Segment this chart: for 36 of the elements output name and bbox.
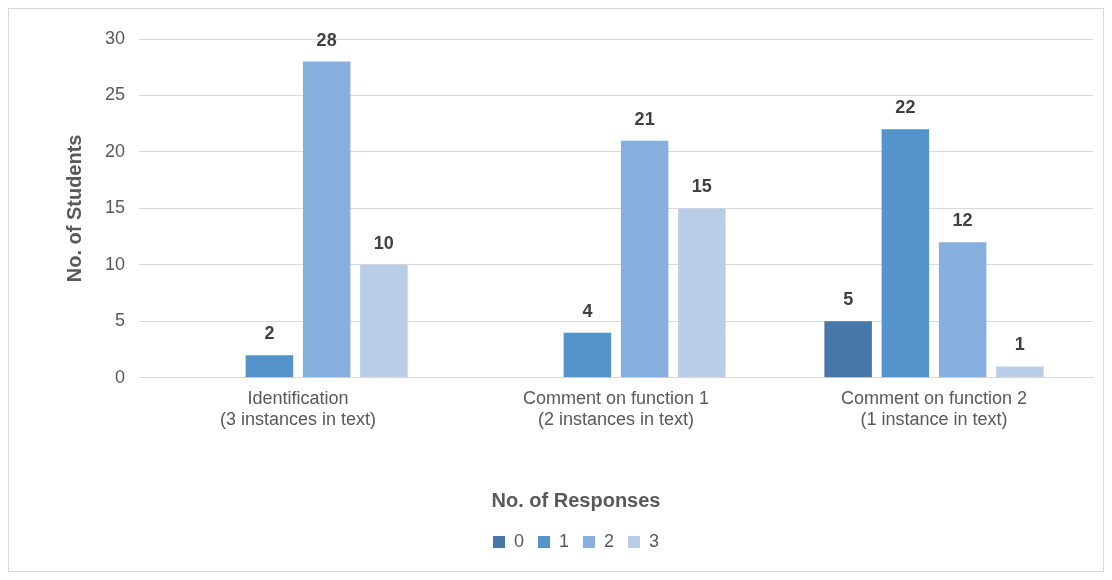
x-tick-label: Identification (3 instances in text)	[219, 387, 377, 430]
y-tick-label: 20	[104, 140, 126, 161]
data-label: 5	[843, 289, 854, 310]
data-label: 15	[691, 176, 712, 197]
legend-label: 1	[558, 530, 569, 551]
bar	[620, 140, 669, 378]
data-label: 1	[1014, 334, 1025, 355]
data-label: 28	[316, 29, 337, 50]
bar	[938, 242, 987, 378]
y-axis-title: No. of Students	[62, 134, 85, 283]
data-label: 21	[634, 108, 655, 129]
data-label: 22	[895, 97, 916, 118]
data-label: 2	[264, 323, 275, 344]
x-tick-label: Comment on function 1 (2 instances in text)	[522, 387, 710, 430]
y-tick-label: 10	[104, 253, 126, 274]
data-label: 10	[373, 232, 394, 253]
bar	[996, 366, 1044, 378]
legend-title: No. of Responses	[491, 488, 661, 511]
data-label: 4	[582, 300, 593, 321]
x-tick-label: Comment on function 2 (1 instance in text)	[840, 387, 1028, 430]
bar	[678, 208, 726, 378]
y-tick-label: 25	[104, 84, 126, 105]
y-tick-label: 0	[115, 366, 126, 387]
bar	[563, 332, 612, 378]
y-tick-label: 5	[115, 310, 126, 331]
bar	[245, 355, 294, 378]
bar	[824, 321, 872, 378]
bar	[302, 61, 351, 378]
bar	[360, 264, 408, 378]
bar	[881, 129, 930, 378]
legend-label: 0	[513, 530, 524, 551]
legend-label: 3	[649, 530, 660, 551]
y-tick-label: 30	[104, 27, 126, 48]
y-tick-label: 15	[104, 197, 126, 218]
data-label: 12	[952, 210, 973, 231]
legend-label: 2	[604, 530, 615, 551]
